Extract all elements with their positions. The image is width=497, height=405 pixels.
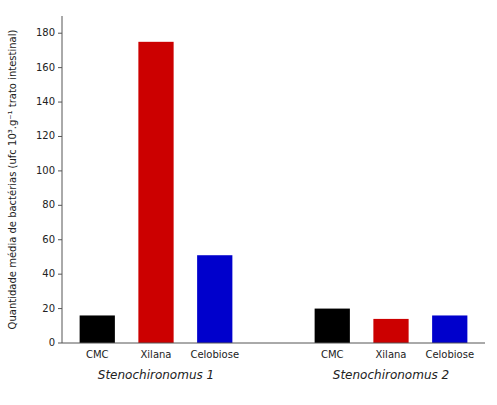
y-tick-label: 160: [36, 62, 55, 73]
y-tick-label: 140: [36, 96, 55, 107]
y-tick-label: 100: [36, 165, 55, 176]
y-tick-label: 60: [42, 234, 55, 245]
x-labels: CMC Xilana Celobiose Stenochironomus 1 CMC Xi…: [86, 349, 474, 382]
y-tick: [58, 343, 62, 344]
x-tick-label: Celobiose: [425, 349, 474, 360]
y-tick-label: 20: [42, 303, 55, 314]
y-tick: [58, 205, 62, 206]
y-tick: [58, 239, 62, 240]
chart-svg: 0 20 40 60 80 100 120 140 160 180 CMC Xilana Celobio…: [0, 0, 497, 405]
y-tick: [58, 67, 62, 68]
bar: [315, 309, 350, 343]
y-tick: [58, 102, 62, 103]
group-label: Stenochironomus 2: [333, 368, 449, 382]
y-axis-line: [62, 16, 63, 343]
bar: [197, 255, 232, 343]
y-tick: [58, 136, 62, 137]
y-tick-label: 180: [36, 27, 55, 38]
y-tick-label: 80: [42, 199, 55, 210]
bar: [373, 319, 408, 343]
bar: [138, 42, 173, 343]
bar: [432, 315, 467, 343]
y-tick: [58, 170, 62, 171]
y-tick: [58, 33, 62, 34]
y-tick: [58, 308, 62, 309]
x-axis-line: [62, 343, 485, 344]
y-tick-label: 0: [49, 337, 55, 348]
y-tick: [58, 274, 62, 275]
bar: [80, 315, 115, 343]
y-tick-label: 40: [42, 268, 55, 279]
y-axis-label: Quantidade média de bactérias (ufc 10³.g…: [7, 30, 18, 330]
chart-container: 0 20 40 60 80 100 120 140 160 180 CMC Xilana Celobio…: [0, 0, 497, 405]
x-tick-label: Xilana: [140, 349, 171, 360]
x-tick-label: CMC: [86, 349, 109, 360]
x-tick-label: Xilana: [375, 349, 406, 360]
group-label: Stenochironomus 1: [98, 368, 214, 382]
x-tick-label: Celobiose: [190, 349, 239, 360]
y-tick-label: 120: [36, 130, 55, 141]
bars: [80, 42, 468, 343]
x-tick-label: CMC: [321, 349, 344, 360]
y-axis: 0 20 40 60 80 100 120 140 160 180: [36, 16, 62, 348]
